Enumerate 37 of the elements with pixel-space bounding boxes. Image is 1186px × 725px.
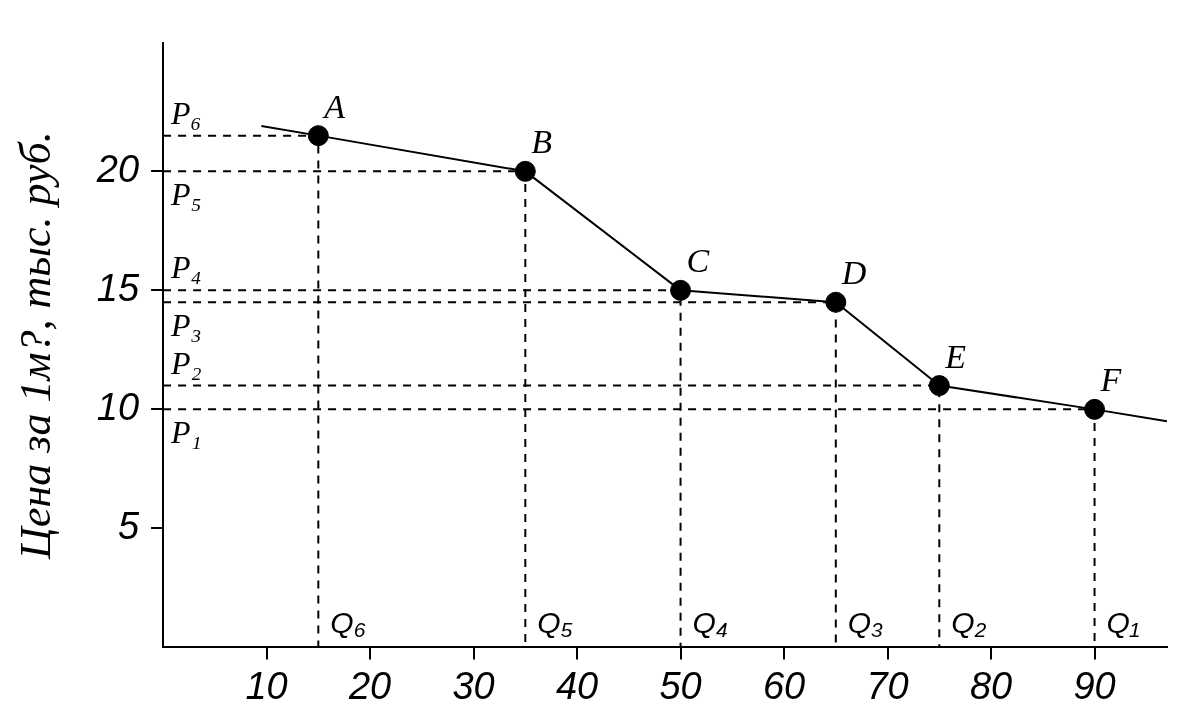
annotation: Q₂ (951, 606, 987, 640)
point (670, 279, 692, 301)
y-tick-label: 5 (117, 504, 140, 547)
annotation: P₆ (170, 94, 202, 131)
point (1084, 398, 1106, 420)
annotation: B (531, 123, 553, 161)
x-tick-label: 60 (762, 664, 806, 707)
point (307, 125, 329, 147)
annotation: P₃ (170, 307, 202, 344)
annotation: Q₄ (692, 606, 728, 640)
x-tick-label: 30 (452, 664, 495, 707)
annotation: D (840, 254, 867, 292)
annotation: P₅ (170, 176, 202, 213)
x-tick-label: 10 (245, 664, 288, 707)
annotation: C (686, 242, 710, 280)
x-tick-label: 50 (659, 664, 702, 707)
x-tick-label: 40 (555, 664, 599, 707)
y-axis-title: Цена за 1м?, тыс. руб. (10, 131, 60, 560)
x-tick-label: 20 (347, 664, 392, 707)
y-tick-label: 15 (96, 266, 140, 309)
annotation: Q₃ (847, 606, 884, 640)
annotation: Q₁ (1106, 606, 1140, 640)
annotation: A (322, 87, 346, 125)
annotation: P₂ (170, 344, 202, 381)
annotation: Q₆ (330, 606, 366, 640)
y-tick-label: 20 (95, 147, 140, 190)
point (928, 375, 950, 397)
x-tick-label: 90 (1073, 664, 1116, 707)
annotation: F (1099, 361, 1123, 399)
y-tick-label: 10 (96, 385, 140, 428)
annotation: E (944, 337, 967, 375)
point (514, 160, 536, 182)
annotation: Q₅ (537, 606, 573, 640)
annotation: P₄ (170, 249, 202, 286)
x-tick-label: 70 (866, 664, 909, 707)
annotation: P₁ (170, 414, 202, 451)
x-tick-label: 80 (969, 664, 1013, 707)
